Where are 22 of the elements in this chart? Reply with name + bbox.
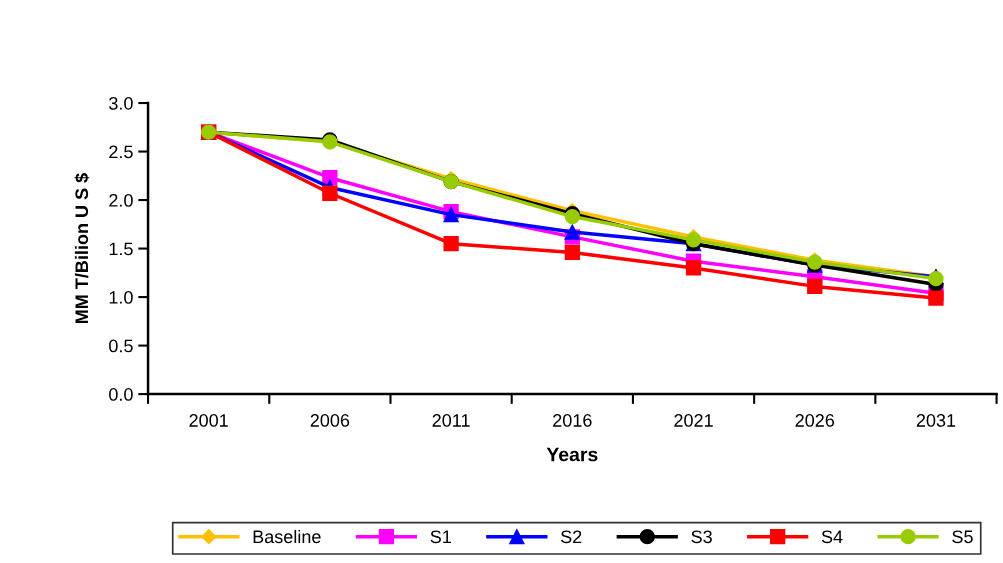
y-tick-label: 3.0 [109,96,133,110]
y-tick-label: 1.5 [109,242,133,256]
x-tick-label: 2021 [674,414,713,427]
y-tick-label: 1.0 [109,291,133,304]
x-tick-label: 2026 [795,414,835,427]
legend-label: S1 [430,530,451,544]
y-tick-label: 0.0 [109,388,133,401]
y-tick-label: 0.5 [109,339,133,353]
x-tick-label: 2001 [189,414,228,427]
y-axis-title: MM T/Bilion U S $ [74,173,90,324]
x-tick-label: 2016 [553,414,592,427]
x-tick-label: 2006 [310,414,350,427]
x-axis-title: Years [546,447,598,462]
legend-label: S5 [952,530,973,544]
x-tick-label: 2031 [916,414,956,427]
legend-label: S3 [691,530,712,544]
legend-label: S4 [821,530,843,544]
y-tick-label: 2.5 [109,145,133,159]
legend-label: Baseline [253,529,321,544]
legend-label: S2 [560,530,582,544]
x-tick-label: 2011 [432,414,470,427]
y-tick-label: 2.0 [109,193,133,207]
